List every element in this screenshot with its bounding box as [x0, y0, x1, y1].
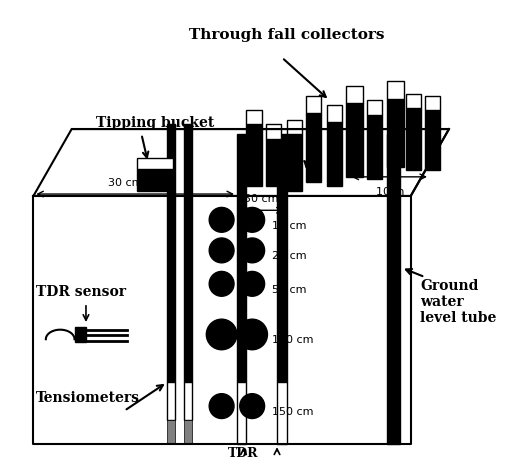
Text: 25 cm: 25 cm: [272, 251, 307, 261]
Bar: [277, 135, 287, 382]
Circle shape: [237, 319, 268, 350]
Bar: [237, 135, 246, 382]
Circle shape: [209, 272, 234, 297]
Text: 30 cm: 30 cm: [108, 178, 142, 188]
Bar: [327, 123, 342, 187]
Bar: [184, 125, 192, 382]
Text: 10 m: 10 m: [375, 187, 404, 197]
Bar: [367, 116, 382, 179]
Circle shape: [209, 208, 234, 233]
Bar: [367, 101, 382, 116]
Text: Through fall collectors: Through fall collectors: [189, 28, 385, 42]
Text: Tensiometers: Tensiometers: [36, 390, 140, 404]
Bar: [287, 135, 302, 192]
Bar: [237, 382, 246, 445]
Text: 50 cm: 50 cm: [244, 193, 279, 203]
Bar: [306, 114, 321, 182]
Bar: [387, 82, 404, 99]
Bar: [137, 170, 173, 192]
Text: Tipping bucket: Tipping bucket: [96, 116, 214, 130]
Text: TDR sensor: TDR sensor: [36, 285, 126, 299]
Text: 100 cm: 100 cm: [272, 335, 314, 345]
Bar: [246, 125, 262, 187]
Circle shape: [240, 272, 265, 297]
Bar: [184, 420, 192, 445]
Bar: [137, 159, 173, 170]
Bar: [167, 125, 175, 382]
Bar: [387, 99, 404, 168]
Bar: [327, 106, 342, 123]
Circle shape: [240, 394, 265, 418]
Bar: [75, 327, 86, 342]
Circle shape: [240, 208, 265, 233]
Bar: [425, 111, 440, 171]
Bar: [346, 87, 363, 104]
Bar: [306, 97, 321, 114]
Text: 150 cm: 150 cm: [272, 406, 314, 416]
Bar: [425, 97, 440, 111]
Bar: [167, 420, 175, 445]
Bar: [167, 382, 175, 420]
Bar: [266, 125, 281, 139]
Bar: [277, 382, 287, 445]
Circle shape: [240, 238, 265, 263]
Bar: [406, 95, 421, 109]
Text: 50 cm: 50 cm: [272, 284, 307, 294]
Circle shape: [209, 394, 234, 418]
Text: Ground
water
level tube: Ground water level tube: [420, 278, 497, 325]
Bar: [387, 135, 400, 445]
Bar: [346, 104, 363, 178]
Text: 10 cm: 10 cm: [272, 220, 307, 230]
Circle shape: [209, 238, 234, 263]
Bar: [266, 139, 281, 187]
Bar: [287, 120, 302, 135]
Bar: [246, 111, 262, 125]
Circle shape: [206, 319, 237, 350]
Bar: [184, 382, 192, 420]
Bar: [406, 109, 421, 171]
Text: TDR: TDR: [228, 446, 259, 459]
